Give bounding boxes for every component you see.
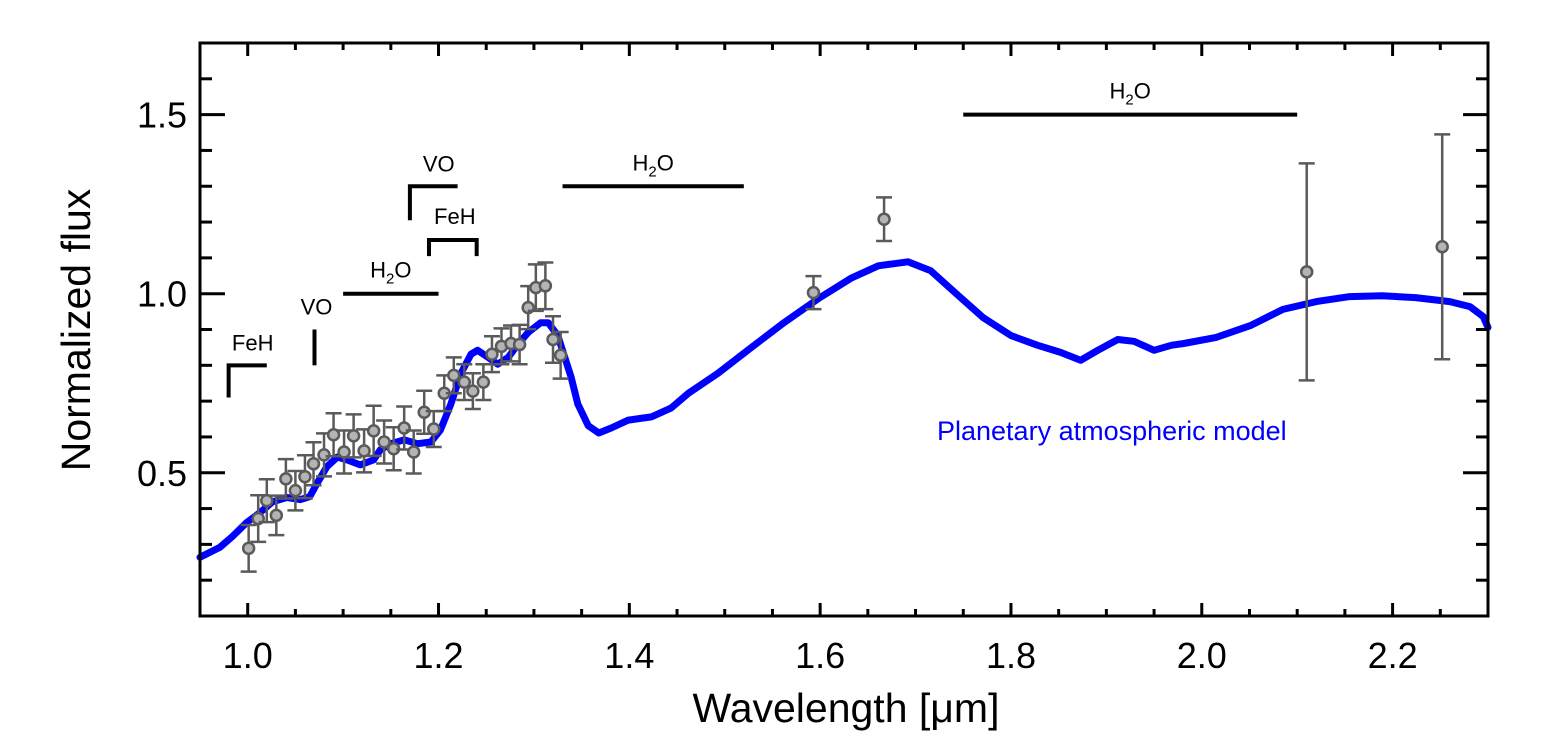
axes-layer: 1.0 1.2 1.4 1.6 1.8 2.0 2.2 0.5 1.0 1.5: [137, 41, 1490, 676]
annotation-h2o: H2O: [963, 79, 1298, 117]
y-tick-label: 1.0: [137, 274, 187, 315]
data-point: [527, 263, 544, 313]
data-point: [1434, 133, 1451, 361]
data-marker: [476, 375, 491, 389]
annotation-bracket: [226, 363, 267, 398]
annotation-layer: FeH VO H2O VO FeH H2O H2O: [226, 79, 1298, 398]
data-marker: [377, 435, 391, 449]
data-point: [305, 441, 322, 487]
data-marker: [337, 445, 351, 459]
data-point: [287, 469, 304, 512]
data-point: [365, 404, 382, 458]
annotation-feh: FeH: [226, 330, 274, 398]
data-point: [445, 356, 462, 395]
data-point: [805, 274, 822, 311]
data-point: [240, 523, 257, 573]
data-point: [405, 429, 422, 475]
data-marker: [288, 483, 303, 498]
annotation-label: FeH: [434, 204, 476, 229]
plot-frame: [198, 41, 1490, 618]
data-point: [537, 261, 554, 311]
x-axis-label: Wavelength [μm]: [693, 685, 1000, 731]
data-marker: [279, 472, 293, 486]
x-tick-label: 2.2: [1368, 635, 1418, 676]
data-marker: [1435, 240, 1449, 254]
model-spectrum-line: [196, 258, 1492, 561]
data-point: [296, 453, 313, 500]
data-point: [268, 494, 285, 537]
data-marker: [317, 448, 331, 462]
data-marker: [1299, 265, 1314, 279]
data-point: [483, 335, 500, 374]
data-layer: [240, 133, 1451, 573]
x-tick-label: 1.6: [795, 635, 845, 676]
annotation-label: VO: [423, 151, 455, 176]
data-point: [511, 323, 528, 366]
data-marker: [306, 457, 321, 471]
annotation-vo: VO: [407, 151, 458, 221]
annotation-bracket: [426, 237, 479, 257]
data-marker: [326, 428, 341, 442]
x-tick-label: 1.8: [986, 635, 1036, 676]
x-tick-label: 1.4: [604, 635, 654, 676]
data-marker: [357, 444, 371, 458]
data-marker: [447, 368, 461, 383]
data-marker: [553, 348, 568, 363]
annotation-label: H2O: [1110, 79, 1151, 109]
data-point: [475, 362, 492, 402]
data-marker: [298, 469, 312, 484]
data-point: [456, 362, 473, 402]
data-point: [345, 413, 362, 459]
data-marker: [397, 421, 411, 435]
x-tick-label: 2.0: [1177, 635, 1227, 676]
data-marker: [806, 285, 821, 300]
data-point: [520, 284, 537, 331]
data-point: [277, 457, 294, 500]
y-tick-label: 1.5: [137, 95, 187, 136]
data-marker: [241, 541, 256, 556]
data-point: [258, 477, 275, 524]
data-point: [876, 196, 893, 243]
data-marker: [546, 332, 560, 347]
data-point: [250, 494, 267, 544]
data-marker: [538, 279, 553, 293]
data-marker: [512, 337, 527, 352]
data-point: [376, 419, 393, 465]
data-marker: [877, 212, 891, 226]
annotation-label: H2O: [370, 258, 411, 288]
model-legend-label: Planetary atmospheric model: [937, 416, 1287, 446]
data-point: [416, 389, 433, 435]
data-marker: [466, 384, 480, 398]
annotation-h2o: H2O: [562, 150, 744, 189]
data-marker: [457, 375, 472, 389]
x-tick-label: 1.0: [223, 635, 273, 676]
model-layer: [196, 258, 1492, 561]
annotation-label: H2O: [633, 150, 674, 180]
annotation-h2o: H2O: [343, 258, 439, 296]
data-point: [425, 409, 442, 449]
data-point: [493, 327, 510, 366]
data-point: [552, 330, 569, 380]
data-point: [545, 314, 562, 365]
x-tick-label: 1.2: [413, 635, 463, 676]
data-point: [1298, 162, 1315, 382]
data-point: [336, 429, 353, 475]
y-axis-label: Normalized flux: [53, 188, 99, 471]
annotation-label: VO: [301, 295, 333, 320]
data-marker: [269, 508, 284, 523]
data-marker: [426, 422, 441, 436]
data-point: [356, 428, 373, 474]
data-marker: [406, 445, 421, 459]
data-point: [464, 371, 481, 411]
annotation-bracket: [407, 184, 458, 221]
annotation-vo: VO: [301, 295, 333, 366]
annotation-label: FeH: [232, 330, 274, 355]
data-marker: [260, 493, 274, 508]
data-marker: [485, 347, 499, 361]
y-tick-label: 0.5: [137, 453, 187, 494]
annotation-feh: FeH: [426, 204, 479, 257]
data-marker: [366, 424, 381, 438]
data-marker: [346, 429, 361, 443]
